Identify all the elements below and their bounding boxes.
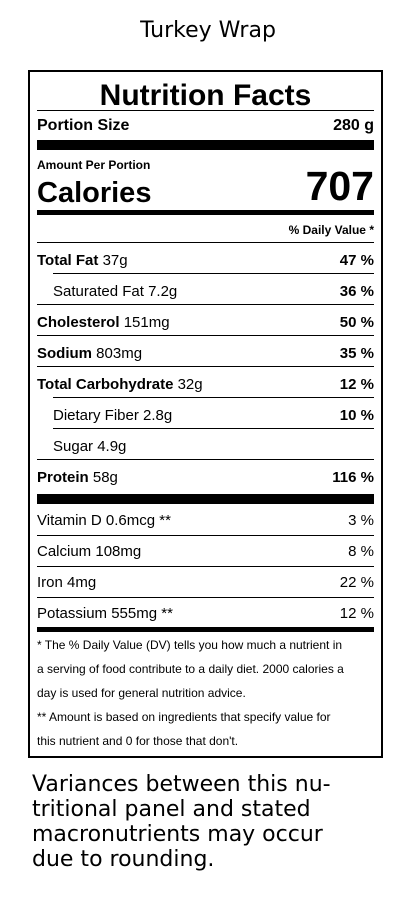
portion-size-value: 280 g (333, 117, 374, 134)
nutrient-daily-value: 116 % (332, 469, 374, 486)
medium-divider (37, 210, 374, 215)
calories-row: Calories 707 (37, 163, 374, 210)
nutrient-row: Protein 58g 116 % (37, 462, 374, 493)
footnote-line: a serving of food contribute to a daily … (37, 662, 344, 676)
nutrient-row: Sugar 4.9g (37, 431, 374, 462)
portion-size-label: Portion Size (37, 117, 130, 134)
footnote-line: this nutrient and 0 for those that don't… (37, 734, 239, 748)
nutrient-daily-value: 10 % (339, 407, 374, 424)
nutrient-name: Protein (37, 469, 89, 486)
divider (53, 273, 374, 274)
page-title: Turkey Wrap (140, 18, 276, 43)
disclaimer-line: tritional panel and stated (32, 797, 311, 822)
vitamin-name: Potassium (37, 605, 108, 622)
portion-size-row: Portion Size 280 g (37, 115, 374, 137)
vitamin-daily-value: 3 % (348, 512, 374, 529)
nutrient-amount: 803mg (96, 345, 143, 362)
divider (37, 335, 374, 336)
nutrient-name: Sugar (53, 438, 94, 455)
disclaimer-line: macronutrients may occur (32, 822, 323, 847)
nutrient-daily-value: 12 % (339, 376, 374, 393)
nutrient-name: Sodium (37, 345, 92, 362)
nutrient-name: Total Carbohydrate (37, 376, 174, 393)
nutrient-row: Dietary Fiber 2.8g 10 % (37, 400, 374, 431)
nutrient-row: Total Fat 37g 47 % (37, 245, 374, 276)
daily-value-header: % Daily Value * (37, 220, 374, 240)
daily-value-footnote: * The % Daily Value (DV) tells you how m… (37, 633, 374, 705)
divider (53, 428, 374, 429)
footnote-line: day is used for general nutrition advice… (37, 686, 246, 700)
divider (37, 366, 374, 367)
vitamin-amount: 0.6mcg ** (105, 512, 171, 529)
calories-label: Calories (37, 177, 152, 209)
nutrient-row: Saturated Fat 7.2g 36 % (37, 276, 374, 307)
nutrient-amount: 4.9g (97, 438, 127, 455)
nutrient-row: Sodium 803mg 35 % (37, 338, 374, 369)
nutrient-amount: 37g (102, 252, 128, 269)
nutrient-amount: 151mg (123, 314, 170, 331)
divider (37, 535, 374, 536)
divider (37, 304, 374, 305)
disclaimer-line: Variances between this nu- (32, 772, 331, 797)
vitamin-daily-value: 22 % (339, 574, 374, 591)
nutrient-daily-value: 35 % (339, 345, 374, 362)
nutrient-name: Cholesterol (37, 314, 120, 331)
nutrient-name: Saturated Fat (53, 283, 144, 300)
nutrient-daily-value: 50 % (339, 314, 374, 331)
vitamin-row: Iron 4mg 22 % (37, 567, 374, 598)
disclaimer-line: due to rounding. (32, 847, 215, 872)
vitamin-name: Calcium (37, 543, 92, 560)
divider (37, 110, 374, 111)
nutrient-amount: 7.2g (148, 283, 178, 300)
divider (37, 242, 374, 243)
nutrient-daily-value: 47 % (339, 252, 374, 269)
nutrient-name: Total Fat (37, 252, 99, 269)
divider (37, 566, 374, 567)
footnote-line: * The % Daily Value (DV) tells you how m… (37, 638, 343, 652)
nutrition-facts-panel: Nutrition Facts Portion Size 280 g Amoun… (28, 70, 383, 758)
divider (37, 597, 374, 598)
nutrient-amount: 32g (177, 376, 203, 393)
daily-value-header-text: % Daily Value * (288, 223, 374, 237)
vitamin-name: Vitamin D (37, 512, 102, 529)
ingredient-footnote: ** Amount is based on ingredients that s… (37, 705, 374, 753)
vitamin-daily-value: 12 % (339, 605, 374, 622)
rounding-disclaimer: Variances between this nu- tritional pan… (32, 772, 382, 872)
vitamin-row: Calcium 108mg 8 % (37, 536, 374, 567)
divider (37, 459, 374, 460)
amount-per-portion-row: Amount Per Portion (37, 157, 374, 173)
nutrient-name: Dietary Fiber (53, 407, 139, 424)
nutrient-amount: 2.8g (143, 407, 173, 424)
medium-divider (37, 627, 374, 632)
vitamin-amount: 108mg (95, 543, 142, 560)
nutrient-row: Total Carbohydrate 32g 12 % (37, 369, 374, 400)
vitamin-daily-value: 8 % (348, 543, 374, 560)
thick-divider (37, 494, 374, 504)
vitamin-amount: 4mg (67, 574, 97, 591)
divider (53, 397, 374, 398)
calories-value: 707 (305, 163, 374, 209)
nutrient-daily-value: 36 % (339, 283, 374, 300)
vitamin-row: Potassium 555mg ** 12 % (37, 598, 374, 629)
amount-per-portion-label: Amount Per Portion (37, 158, 151, 172)
nutrition-facts-heading: Nutrition Facts (99, 79, 312, 112)
thick-divider (37, 140, 374, 150)
vitamin-row: Vitamin D 0.6mcg ** 3 % (37, 505, 374, 536)
vitamin-name: Iron (37, 574, 63, 591)
nutrient-amount: 58g (92, 469, 118, 486)
footnote-line: ** Amount is based on ingredients that s… (37, 710, 331, 724)
vitamin-amount: 555mg ** (111, 605, 173, 622)
nutrient-row: Cholesterol 151mg 50 % (37, 307, 374, 338)
